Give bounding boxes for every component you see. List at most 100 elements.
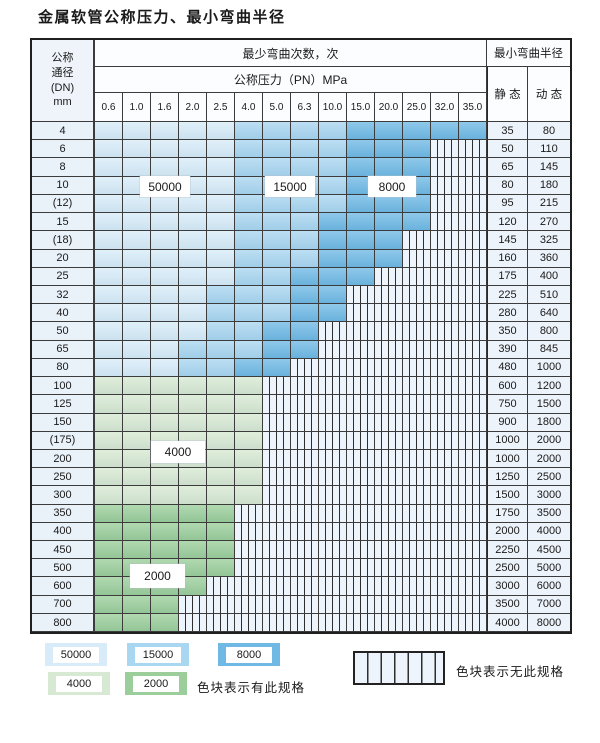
no-spec-cell	[291, 377, 319, 396]
cycle-zone-cell	[207, 468, 235, 487]
static-value-cell: 480	[487, 358, 528, 378]
dn-cell: 8	[32, 158, 95, 177]
cycle-zone-cell	[207, 231, 235, 250]
no-spec-cell	[347, 522, 375, 542]
cycle-zone-cell	[123, 285, 151, 305]
pressure-header-cell: 0.6	[95, 93, 123, 122]
pressure-header-cell: 32.0	[431, 93, 459, 122]
no-spec-cell	[291, 468, 319, 487]
no-spec-cell	[459, 231, 487, 250]
cycle-zone-cell	[95, 522, 123, 542]
cycle-zone-cell	[179, 122, 207, 141]
no-spec-cell	[375, 377, 403, 396]
pressure-values-row: 0.6 1.0 1.6 2.0 2.5 4.0 5.0 6.3 10.0 15.0 20.0 25.0…	[95, 93, 487, 122]
dn-cell: 80	[32, 358, 95, 378]
cycle-zone-cell	[151, 541, 179, 560]
dn-cell: 20	[32, 249, 95, 268]
cycle-zone-cell	[207, 395, 235, 414]
cycle-zone-cell	[123, 140, 151, 159]
pressure-header: 公称压力（PN）MPa	[95, 67, 487, 93]
cycle-zone-cell	[95, 322, 123, 341]
cycle-zone-cell	[207, 249, 235, 268]
cycle-zone-cell	[123, 194, 151, 214]
no-spec-cell	[459, 194, 487, 214]
cycle-zone-cell	[235, 340, 263, 359]
cycle-zone-cell	[263, 340, 291, 359]
cycle-zone-cell	[95, 213, 123, 232]
cycle-zone-cell	[179, 249, 207, 268]
cycle-zone-cell	[375, 231, 403, 250]
no-spec-cell	[263, 468, 291, 487]
cycle-zone-cell	[235, 304, 263, 323]
no-spec-cell	[431, 285, 459, 305]
cycle-zone-cell	[123, 449, 151, 469]
cycle-zone-cell	[431, 122, 459, 141]
no-spec-cell	[431, 340, 459, 359]
no-spec-cell	[459, 468, 487, 487]
cycle-zone-cell	[347, 267, 375, 286]
dn-cell: 125	[32, 395, 95, 414]
dynamic-value-cell: 5000	[528, 559, 570, 578]
no-spec-cell	[263, 595, 291, 614]
no-spec-cell	[347, 413, 375, 432]
pressure-header-cell: 15.0	[347, 93, 375, 122]
cycle-zone-cell	[375, 140, 403, 159]
static-value-cell: 1000	[487, 431, 528, 450]
no-spec-cell	[235, 577, 263, 596]
dynamic-value-cell: 2000	[528, 449, 570, 469]
no-spec-cell	[403, 431, 431, 450]
no-spec-cell	[431, 577, 459, 596]
cycle-zone-cell	[235, 267, 263, 286]
table-row: 200 1000 2000	[32, 449, 570, 469]
table-row: 350 1750 3500	[32, 504, 570, 523]
no-spec-cell	[403, 285, 431, 305]
cycle-zone-cell	[179, 358, 207, 378]
cycle-zone-cell	[291, 122, 319, 141]
cycle-zone-cell	[95, 504, 123, 523]
no-spec-cell	[235, 522, 263, 542]
dynamic-value-cell: 325	[528, 231, 570, 250]
cycle-zone-cell	[235, 322, 263, 341]
no-spec-cell	[375, 340, 403, 359]
cycle-zone-cell	[151, 358, 179, 378]
cycle-zone-cell	[235, 194, 263, 214]
cycle-zone-cell	[123, 522, 151, 542]
cycle-zone-cell	[95, 468, 123, 487]
no-spec-cell	[263, 541, 291, 560]
cycle-zone-cell	[207, 358, 235, 378]
cycle-zone-cell	[151, 395, 179, 414]
no-spec-cell	[431, 595, 459, 614]
no-spec-cell	[235, 595, 263, 614]
static-value-cell: 65	[487, 158, 528, 177]
no-spec-cell	[319, 541, 347, 560]
no-spec-cell	[403, 340, 431, 359]
no-spec-cell	[459, 140, 487, 159]
cycle-zone-cell	[207, 504, 235, 523]
spec-table: 公称 通径 (DN) mm 最少弯曲次数，次 最小弯曲半径 公称压力（PN）MP…	[30, 38, 572, 634]
no-spec-cell	[291, 395, 319, 414]
cycle-zone-cell	[263, 304, 291, 323]
cycle-zone-cell	[123, 413, 151, 432]
cycle-zone-cell	[263, 267, 291, 286]
no-spec-cell	[403, 595, 431, 614]
dn-cell: 65	[32, 340, 95, 359]
dn-cell: 40	[32, 304, 95, 323]
no-spec-cell	[291, 449, 319, 469]
cycle-zone-cell	[207, 541, 235, 560]
cycle-zone-cell	[263, 140, 291, 159]
static-value-cell: 2250	[487, 541, 528, 560]
cycle-zone-cell	[207, 213, 235, 232]
table-row: 15 120 270	[32, 213, 570, 232]
cycle-zone-cell	[291, 340, 319, 359]
table-row: 450 2250 4500	[32, 541, 570, 560]
cycle-zone-cell	[207, 304, 235, 323]
pressure-header-cell: 5.0	[263, 93, 291, 122]
static-value-cell: 600	[487, 377, 528, 396]
dynamic-value-cell: 360	[528, 249, 570, 268]
no-spec-cell	[431, 449, 459, 469]
static-value-cell: 120	[487, 213, 528, 232]
no-spec-cell	[375, 358, 403, 378]
cycle-zone-cell	[319, 249, 347, 268]
table-row: (175) 1000 2000	[32, 431, 570, 450]
no-spec-cell	[263, 522, 291, 542]
